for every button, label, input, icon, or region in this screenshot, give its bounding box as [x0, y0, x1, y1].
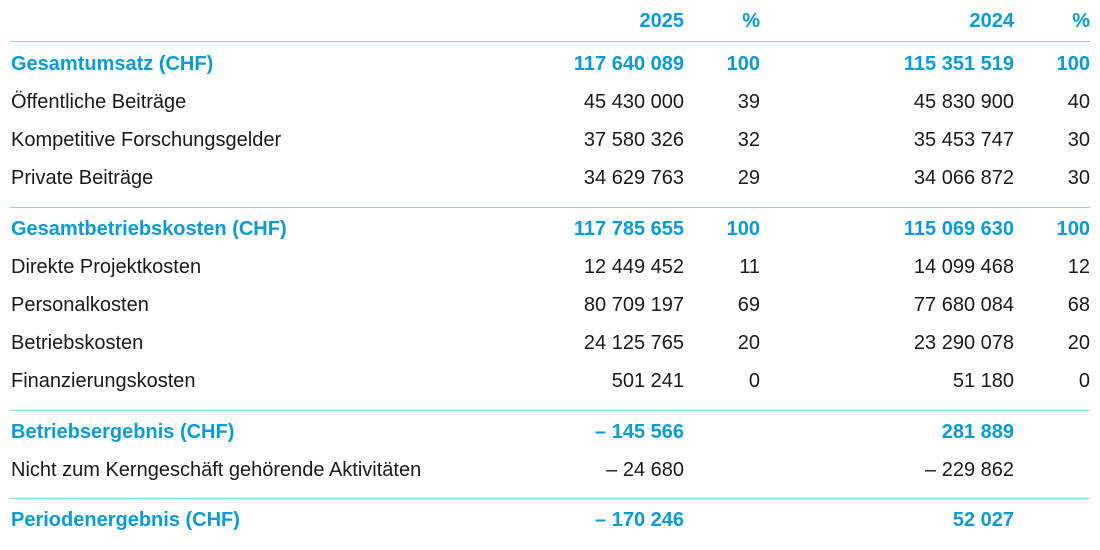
total-row-revenue: Gesamtumsatz (CHF) 117 640 089 100 115 3…	[10, 45, 1090, 83]
total-row-period-result: Periodenergebnis (CHF) – 170 246 52 027	[10, 501, 1090, 539]
value-2024: 34 066 872	[913, 167, 1014, 189]
value-2025: – 145 566	[595, 421, 684, 443]
value-2025: 12 449 452	[583, 256, 684, 278]
pct-2024: 0	[1078, 370, 1090, 392]
pct-2024: 20	[1067, 332, 1090, 354]
value-2024: 14 099 468	[913, 256, 1014, 278]
pct-2024: 100	[1056, 218, 1090, 240]
table-row: Personalkosten 80 709 197 69 77 680 084 …	[10, 286, 1090, 324]
header-pct-2025: %	[742, 10, 760, 32]
divider	[10, 410, 1090, 411]
value-2024: 115 351 519	[903, 53, 1014, 75]
pct-2024: 12	[1067, 256, 1090, 278]
value-2025: 117 785 655	[573, 218, 684, 240]
pct-2025: 39	[737, 91, 760, 113]
total-row-costs: Gesamtbetriebskosten (CHF) 117 785 655 1…	[10, 210, 1090, 248]
row-label: Gesamtbetriebskosten (CHF)	[11, 218, 287, 240]
row-label: Öffentliche Beiträge	[11, 91, 187, 113]
value-2025: 117 640 089	[573, 53, 684, 75]
pct-2024: 68	[1067, 294, 1090, 316]
divider	[10, 498, 1090, 499]
row-label: Private Beiträge	[11, 167, 154, 189]
table-row: Nicht zum Kerngeschäft gehörende Aktivit…	[10, 451, 1090, 489]
value-2025: 24 125 765	[583, 332, 684, 354]
value-2024: 77 680 084	[913, 294, 1014, 316]
value-2024: 23 290 078	[913, 332, 1014, 354]
value-2025: 501 241	[611, 370, 684, 392]
table-row: Betriebskosten 24 125 765 20 23 290 078 …	[10, 324, 1090, 362]
pct-2024: 40	[1067, 91, 1090, 113]
divider	[10, 41, 1090, 42]
value-2025: 45 430 000	[583, 91, 684, 113]
row-label: Finanzierungskosten	[11, 370, 196, 392]
pct-2025: 0	[748, 370, 760, 392]
row-label: Gesamtumsatz (CHF)	[11, 53, 214, 75]
pct-2024: 100	[1056, 53, 1090, 75]
value-2025: 34 629 763	[583, 167, 684, 189]
header-pct-2024: %	[1072, 10, 1090, 32]
table-row: Kompetitive Forschungsgelder 37 580 326 …	[10, 121, 1090, 159]
value-2024: 35 453 747	[913, 129, 1014, 151]
pct-2025: 100	[726, 218, 760, 240]
header-year-2024: 2024	[969, 10, 1015, 32]
row-label: Nicht zum Kerngeschäft gehörende Aktivit…	[11, 459, 422, 481]
row-label: Direkte Projektkosten	[11, 256, 202, 278]
value-2025: 37 580 326	[583, 129, 684, 151]
row-label: Personalkosten	[11, 294, 149, 316]
value-2024: 115 069 630	[903, 218, 1014, 240]
table-row: Direkte Projektkosten 12 449 452 11 14 0…	[10, 248, 1090, 286]
pct-2025: 11	[739, 256, 760, 278]
pct-2024: 30	[1067, 129, 1090, 151]
value-2024: 51 180	[952, 370, 1014, 392]
value-2024: 52 027	[952, 509, 1014, 531]
row-label: Betriebskosten	[11, 332, 144, 354]
table-row: Private Beiträge 34 629 763 29 34 066 87…	[10, 159, 1090, 197]
divider	[10, 207, 1090, 208]
pct-2025: 100	[726, 53, 760, 75]
pct-2025: 69	[737, 294, 760, 316]
header-row: 2025 % 2024 %	[10, 2, 1091, 40]
row-label: Betriebsergebnis (CHF)	[11, 421, 235, 443]
value-2024: – 229 862	[925, 459, 1014, 481]
value-2025: – 170 246	[595, 509, 684, 531]
header-year-2025: 2025	[639, 10, 685, 32]
row-label: Periodenergebnis (CHF)	[11, 509, 240, 531]
pct-2025: 32	[737, 129, 760, 151]
value-2025: – 24 680	[606, 459, 684, 481]
pct-2024: 30	[1067, 167, 1090, 189]
table-row: Öffentliche Beiträge 45 430 000 39 45 83…	[10, 83, 1090, 121]
total-row-operating-result: Betriebsergebnis (CHF) – 145 566 281 889	[10, 413, 1090, 451]
value-2024: 45 830 900	[913, 91, 1014, 113]
pct-2025: 20	[737, 332, 760, 354]
table-row: Finanzierungskosten 501 241 0 51 180 0	[10, 362, 1090, 400]
row-label: Kompetitive Forschungsgelder	[11, 129, 282, 151]
pct-2025: 29	[737, 167, 760, 189]
value-2025: 80 709 197	[583, 294, 684, 316]
value-2024: 281 889	[941, 421, 1014, 443]
